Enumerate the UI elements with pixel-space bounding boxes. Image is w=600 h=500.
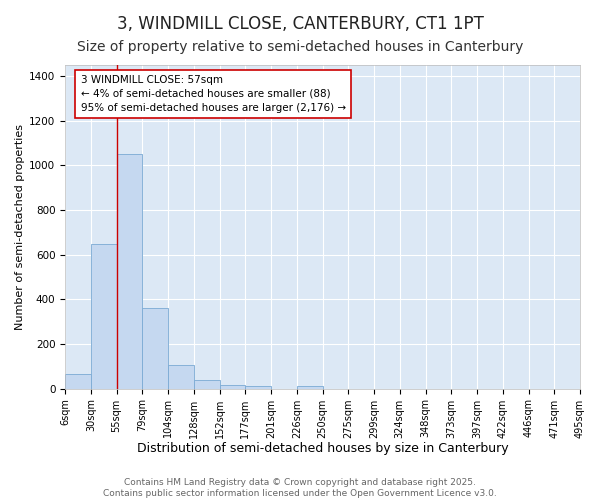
Bar bbox=[91, 244, 116, 388]
Bar bbox=[116, 154, 142, 388]
Bar bbox=[168, 365, 194, 388]
Text: 3 WINDMILL CLOSE: 57sqm
← 4% of semi-detached houses are smaller (88)
95% of sem: 3 WINDMILL CLOSE: 57sqm ← 4% of semi-det… bbox=[80, 74, 346, 112]
Y-axis label: Number of semi-detached properties: Number of semi-detached properties bbox=[15, 124, 25, 330]
Bar bbox=[65, 374, 91, 388]
Text: 3, WINDMILL CLOSE, CANTERBURY, CT1 1PT: 3, WINDMILL CLOSE, CANTERBURY, CT1 1PT bbox=[116, 15, 484, 33]
Bar bbox=[297, 386, 323, 388]
X-axis label: Distribution of semi-detached houses by size in Canterbury: Distribution of semi-detached houses by … bbox=[137, 442, 508, 455]
Bar bbox=[220, 386, 245, 388]
Text: Contains HM Land Registry data © Crown copyright and database right 2025.
Contai: Contains HM Land Registry data © Crown c… bbox=[103, 478, 497, 498]
Bar bbox=[194, 380, 220, 388]
Bar bbox=[142, 308, 168, 388]
Bar bbox=[245, 386, 271, 388]
Text: Size of property relative to semi-detached houses in Canterbury: Size of property relative to semi-detach… bbox=[77, 40, 523, 54]
